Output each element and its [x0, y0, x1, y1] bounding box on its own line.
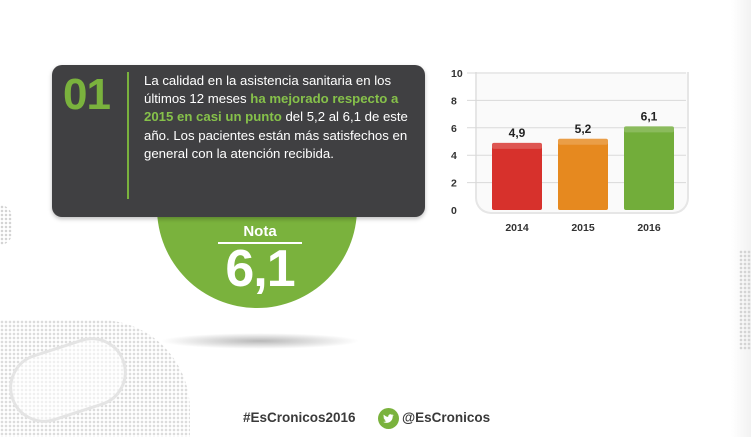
footer-handle: @EsCronicos — [402, 410, 491, 425]
bar — [624, 126, 674, 210]
card-text-rest: del 5,2 al 6,1 de este año. Los paciente… — [144, 109, 408, 161]
score-value: 6,1 — [225, 240, 295, 298]
card-text-highlight: ha mejorado respecto a 2015 en casi un p… — [144, 91, 399, 125]
score-divider — [218, 242, 302, 244]
twitter-icon — [378, 408, 399, 429]
y-tick-label: 8 — [451, 95, 457, 107]
bar-value-label: 6,1 — [641, 109, 658, 123]
bar-highlight — [558, 138, 608, 145]
x-tick-label: 2014 — [505, 222, 529, 234]
score-label: Nota — [243, 223, 277, 240]
card-number: 01 — [63, 70, 111, 119]
y-tick-label: 10 — [451, 68, 463, 80]
y-tick-label: 6 — [451, 123, 457, 135]
x-tick-label: 2015 — [571, 222, 595, 234]
bar-highlight — [492, 142, 542, 149]
y-tick-label: 0 — [451, 205, 457, 217]
card-text: La calidad en la asistencia sanitaria en… — [144, 72, 414, 163]
footer-hashtag: #EsCronicos2016 — [243, 410, 356, 425]
bar — [558, 138, 608, 210]
bar-value-label: 5,2 — [575, 122, 592, 136]
x-tick-label: 2016 — [637, 222, 661, 234]
decorative-dot-pattern-left — [0, 205, 12, 245]
bar-highlight — [624, 126, 674, 133]
info-card — [52, 65, 425, 217]
decorative-dot-pattern-right — [739, 250, 751, 350]
score-circle-shadow — [160, 333, 360, 349]
y-tick-label: 2 — [451, 178, 457, 190]
bar-value-label: 4,9 — [509, 126, 526, 140]
y-tick-label: 4 — [451, 150, 457, 162]
card-divider — [127, 72, 129, 199]
bar — [492, 142, 542, 210]
card-text-intro: La calidad en la asistencia sanitaria en… — [144, 73, 392, 107]
